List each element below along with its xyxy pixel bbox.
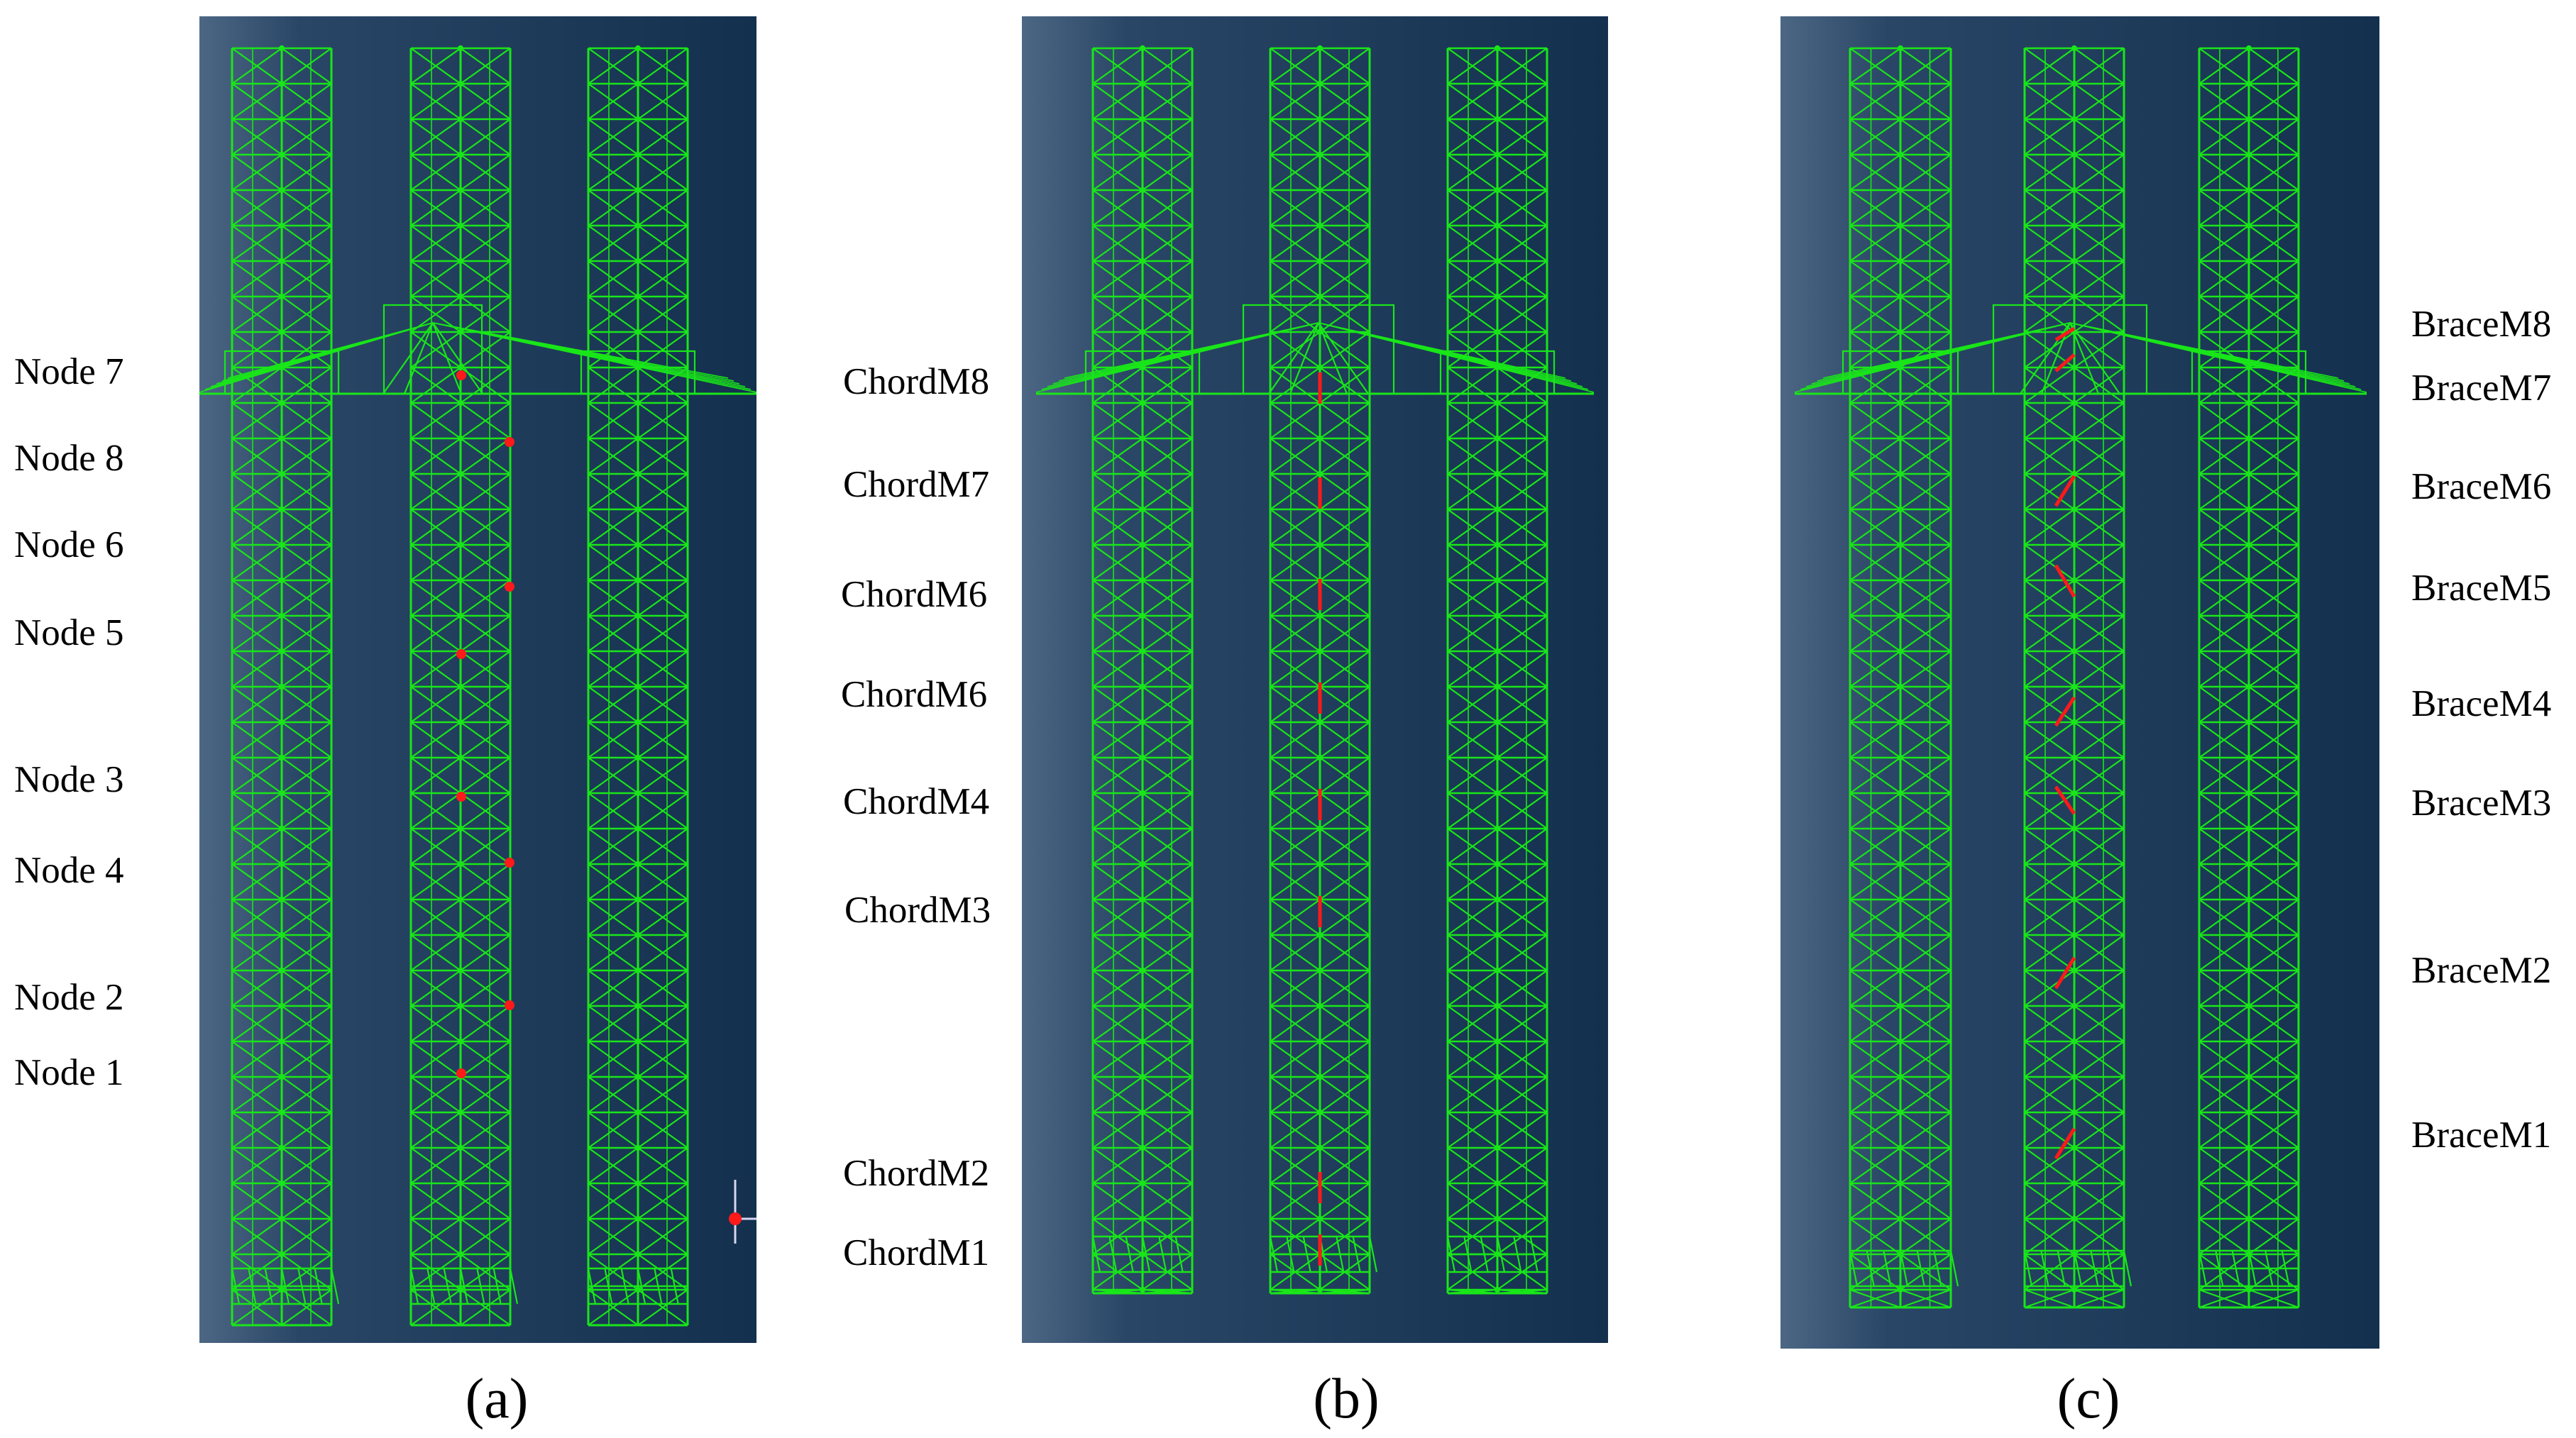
highlighted-members: [456, 370, 514, 1078]
brace-member-label: BraceM3: [2411, 782, 2552, 824]
lattice-leg-1: [231, 45, 340, 1327]
chord-member-label: ChordM8: [843, 361, 990, 402]
node-marker: [456, 370, 466, 380]
brace-member-label: BraceM1: [2411, 1115, 2552, 1156]
node-label: Node 3: [14, 759, 124, 800]
node-marker: [505, 437, 514, 447]
brace-member-highlight: [2054, 326, 2076, 342]
node-marker: [456, 792, 466, 802]
node-label: Node 8: [14, 438, 124, 479]
panel-a-caption: (a): [465, 1368, 529, 1430]
brace-member-label: BraceM8: [2411, 304, 2552, 345]
truss-structure: [199, 45, 756, 1327]
brace-member-label: BraceM2: [2411, 950, 2552, 991]
lattice-leg-3: [2198, 45, 2300, 1309]
node-marker: [505, 858, 514, 868]
panel-b-truss-drawing: [1022, 16, 1608, 1343]
highlighted-members: [2054, 326, 2076, 1160]
panel-a-truss-drawing: [199, 16, 756, 1343]
chord-member-label: ChordM6: [841, 674, 988, 715]
brace-member-highlight: [2054, 1127, 2076, 1160]
node-marker: [456, 1068, 466, 1078]
node-label: Node 4: [14, 850, 124, 891]
brace-member-highlight: [2054, 785, 2076, 815]
panel-c-caption: (c): [2057, 1368, 2120, 1430]
node-marker: [505, 582, 514, 592]
node-label: Node 5: [14, 612, 124, 653]
node-label: Node 1: [14, 1052, 124, 1093]
panel-c-model-view: [1780, 16, 2379, 1349]
node-label: Node 6: [14, 524, 124, 565]
hull-deck: [199, 304, 756, 395]
truss-structure: [1794, 45, 2367, 1309]
lattice-leg-3: [1446, 45, 1548, 1295]
lattice-leg-1: [1091, 45, 1194, 1295]
lattice-leg-1: [1849, 45, 1959, 1309]
chord-member-label: ChordM4: [843, 781, 990, 822]
chord-member-label: ChordM6: [841, 574, 988, 615]
panel-b-model-view: [1022, 16, 1608, 1343]
chord-member-label: ChordM7: [843, 464, 990, 505]
panel-c-truss-drawing: [1780, 16, 2379, 1349]
brace-member-label: BraceM4: [2411, 683, 2552, 724]
brace-member-label: BraceM5: [2411, 568, 2552, 609]
brace-member-highlight: [2054, 696, 2076, 727]
brace-member-label: BraceM6: [2411, 466, 2552, 507]
chord-member-label: ChordM1: [843, 1232, 990, 1273]
node-marker: [456, 649, 466, 659]
brace-member-highlight: [2054, 564, 2076, 598]
lattice-leg-3: [587, 45, 689, 1327]
chord-member-label: ChordM2: [843, 1153, 990, 1194]
brace-member-label: BraceM7: [2411, 367, 2552, 409]
node-marker: [505, 1000, 514, 1010]
panel-a-model-view: [199, 16, 756, 1343]
node-label: Node 2: [14, 977, 124, 1018]
brace-member-highlight: [2054, 956, 2076, 990]
axis-triad: [729, 1180, 756, 1244]
node-label: Node 7: [14, 351, 124, 392]
chord-member-label: ChordM3: [844, 890, 991, 931]
brace-member-highlight: [2054, 475, 2076, 507]
lattice-leg-2: [2023, 45, 2132, 1309]
brace-member-highlight: [2054, 353, 2076, 372]
panel-b-caption: (b): [1313, 1368, 1380, 1430]
